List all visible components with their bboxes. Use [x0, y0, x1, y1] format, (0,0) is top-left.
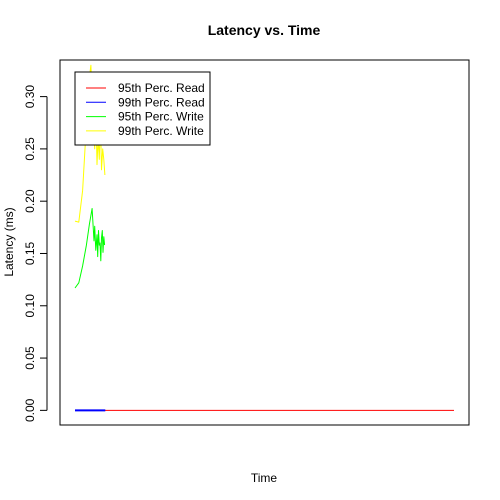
y-tick-label: 0.25: [23, 137, 37, 161]
x-axis-label: Time: [251, 471, 278, 485]
legend-label: 99th Perc. Write: [118, 124, 204, 138]
chart-title: Latency vs. Time: [208, 22, 321, 38]
y-tick-label: 0.10: [23, 294, 37, 318]
plot-frame: [59, 59, 470, 426]
legend-label: 95th Perc. Read: [118, 81, 205, 95]
series-line-95th-perc-write: [74, 208, 106, 289]
y-axis-label: Latency (ms): [2, 207, 16, 276]
y-tick-label: 0.05: [23, 346, 37, 370]
y-tick-label: 0.15: [23, 241, 37, 265]
legend-box: [74, 71, 211, 146]
y-tick-label: 0.20: [23, 189, 37, 213]
legend-label: 95th Perc. Write: [118, 110, 204, 124]
legend-label: 99th Perc. Read: [118, 95, 205, 109]
y-tick-label: 0.00: [23, 398, 37, 422]
y-axis: 0.00 0.05 0.10 0.15 0.20 0.25 0.30: [23, 85, 48, 422]
y-tick-label: 0.30: [23, 85, 37, 109]
